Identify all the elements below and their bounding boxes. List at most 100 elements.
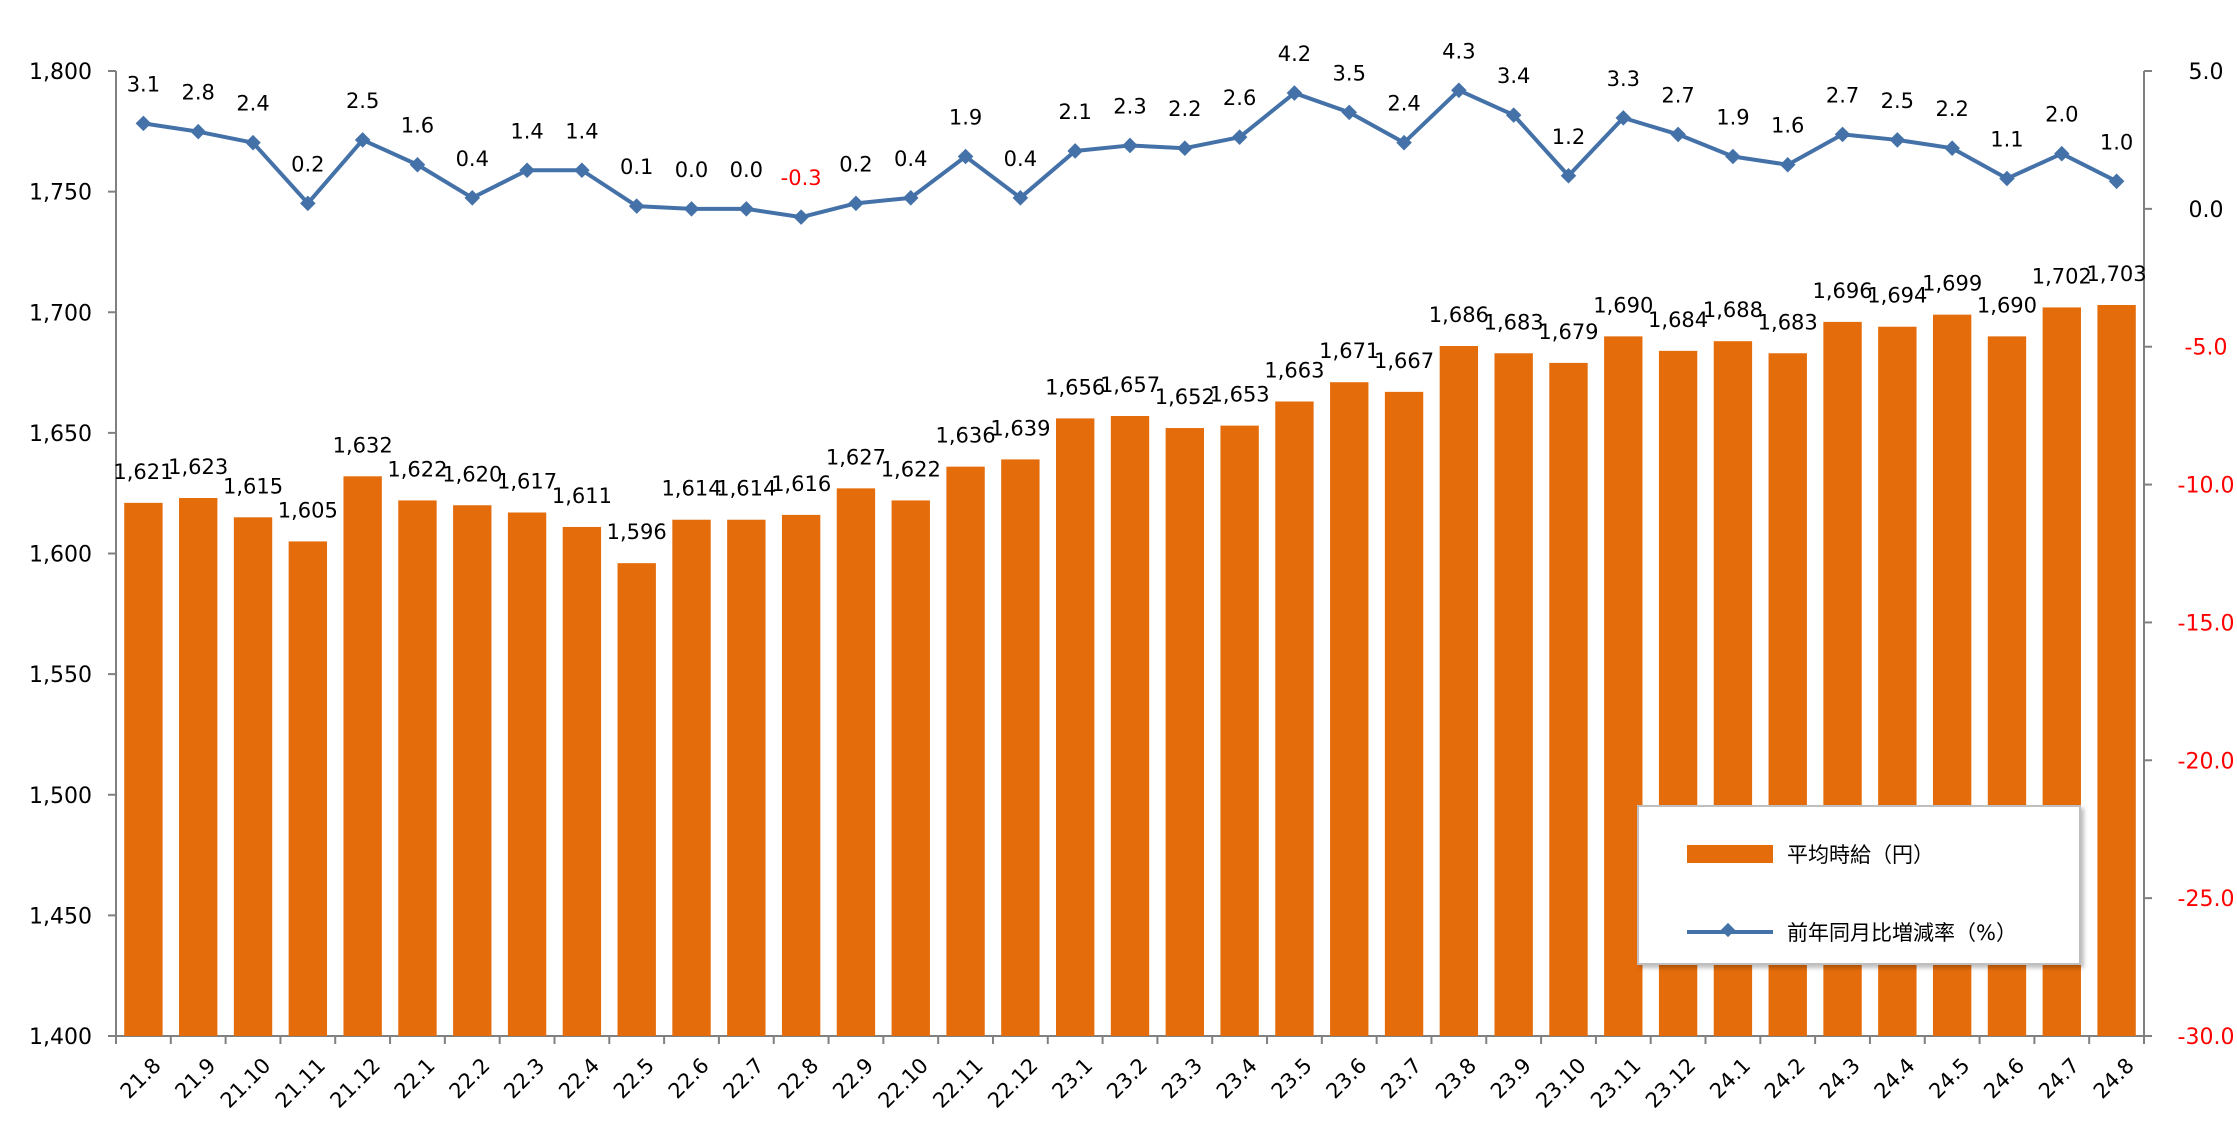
bar-data-label: 1,690	[1977, 293, 2037, 317]
bar	[1110, 415, 1150, 1036]
line-marker	[1286, 85, 1303, 101]
line-marker	[354, 132, 371, 148]
line-data-label: 4.2	[1278, 42, 1311, 66]
x-tick-label: 23.3	[1157, 1053, 1207, 1103]
line-marker	[957, 148, 974, 165]
bar	[836, 488, 876, 1036]
line-data-label: 2.2	[1168, 97, 1201, 121]
bar	[617, 563, 656, 1036]
bar	[453, 505, 492, 1036]
x-tick-label: 22.3	[499, 1053, 549, 1103]
line-marker	[245, 134, 261, 151]
y-right-tick-label: -20.0	[2178, 749, 2235, 774]
x-tick-label: 23.8	[1431, 1053, 1481, 1103]
y-left-tick-label: 1,400	[29, 1025, 92, 1050]
x-tick-label: 23.5	[1267, 1053, 1317, 1103]
bar	[124, 502, 163, 1036]
line-marker	[848, 195, 864, 212]
bar	[1494, 353, 1533, 1036]
line-marker	[2054, 145, 2070, 162]
line-data-label: 0.4	[894, 147, 927, 171]
y-left-tick-label: 1,500	[29, 784, 92, 809]
line-data-label: 0.0	[730, 158, 763, 182]
line-data-label: 1.4	[565, 119, 598, 143]
line-marker	[683, 201, 700, 217]
line-data-label: 1.9	[1716, 105, 1749, 129]
bar-data-label: 1,679	[1538, 320, 1598, 344]
line-data-label: 2.0	[2045, 103, 2078, 127]
bar	[1001, 459, 1040, 1037]
line-data-label: 2.3	[1113, 94, 1146, 118]
bar	[398, 500, 437, 1036]
line-data-label: 0.0	[675, 158, 708, 182]
line-marker	[519, 162, 535, 179]
x-tick-label: 24.1	[1705, 1053, 1755, 1103]
x-tick-label: 24.6	[1979, 1053, 2029, 1103]
legend-item-line: 前年同月比増減率（%）	[1687, 917, 2017, 947]
bar-data-label: 1,652	[1155, 385, 1215, 409]
bar-data-label: 1,639	[990, 416, 1050, 440]
line-data-label: 0.4	[1004, 147, 1037, 171]
bar-data-label: 1,696	[1812, 279, 1872, 303]
bar	[288, 541, 328, 1036]
bar-data-label: 1,657	[1100, 373, 1160, 397]
bar-data-label: 1,622	[881, 457, 941, 481]
line-marker	[628, 198, 645, 214]
bar	[1439, 346, 1479, 1036]
line-data-label: 2.1	[1058, 100, 1091, 124]
line-marker	[1834, 126, 1851, 143]
bar-data-label: 1,686	[1429, 303, 1489, 327]
x-tick-label: 21.8	[116, 1053, 166, 1103]
y-left-tick-label: 1,800	[29, 60, 92, 85]
y-right-tick-label: -5.0	[2185, 336, 2228, 361]
y-right-tick-label: 0.0	[2189, 198, 2224, 223]
line-marker	[464, 190, 481, 206]
x-tick-label: 22.1	[390, 1053, 440, 1103]
bar-data-label: 1,596	[607, 520, 667, 544]
line-data-label: 1.2	[1552, 125, 1585, 149]
bar-series	[124, 305, 2136, 1037]
bar-data-label: 1,611	[552, 484, 612, 508]
bar	[2097, 305, 2136, 1036]
line-marker	[1889, 132, 1906, 148]
bar-data-label: 1,688	[1703, 298, 1763, 322]
y-left-tick-label: 1,450	[29, 904, 92, 929]
bar	[946, 466, 985, 1036]
bar	[343, 476, 382, 1036]
line-data-label: 3.1	[127, 72, 160, 96]
line-data-label: 2.4	[236, 92, 269, 116]
y-left-tick-label: 1,750	[29, 181, 92, 206]
bar-data-label: 1,614	[716, 477, 776, 501]
x-tick-label: 22.7	[719, 1053, 769, 1103]
line-data-label: 1.9	[949, 105, 982, 129]
bar	[1604, 336, 1643, 1036]
x-tick-label: 23.11	[1586, 1053, 1645, 1112]
bar	[1275, 401, 1314, 1036]
line-data-label: 2.8	[182, 81, 215, 105]
bar	[727, 519, 766, 1036]
legend: 平均時給（円） 前年同月比増減率（%）	[1637, 805, 2081, 965]
line-marker	[1067, 143, 1083, 159]
y-right-tick-label: -15.0	[2178, 611, 2235, 636]
line-data-label: 1.1	[1990, 128, 2023, 152]
x-tick-label: 22.12	[983, 1053, 1042, 1112]
y-left-tick-label: 1,650	[29, 422, 92, 447]
line-data-label: 2.5	[346, 89, 379, 113]
x-tick-label: 21.12	[325, 1053, 384, 1112]
line-marker	[1615, 110, 1632, 126]
x-tick-label: 24.4	[1870, 1053, 1920, 1103]
line-data-label: 0.4	[456, 147, 489, 171]
legend-item-bar: 平均時給（円）	[1687, 839, 1934, 869]
bar	[891, 500, 930, 1036]
x-tick-label: 23.9	[1486, 1053, 1536, 1103]
x-tick-label: 23.7	[1376, 1053, 1426, 1103]
x-tick-label: 23.10	[1531, 1053, 1590, 1112]
line-marker	[1122, 137, 1138, 154]
x-tick-label: 22.4	[554, 1053, 604, 1103]
bar-data-label: 1,663	[1264, 359, 1324, 383]
y-right-tick-label: -10.0	[2178, 474, 2235, 499]
line-marker	[1012, 190, 1029, 206]
legend-line-swatch	[1687, 922, 1773, 941]
x-tick-label: 22.5	[609, 1053, 659, 1103]
line-marker	[1725, 148, 1741, 165]
